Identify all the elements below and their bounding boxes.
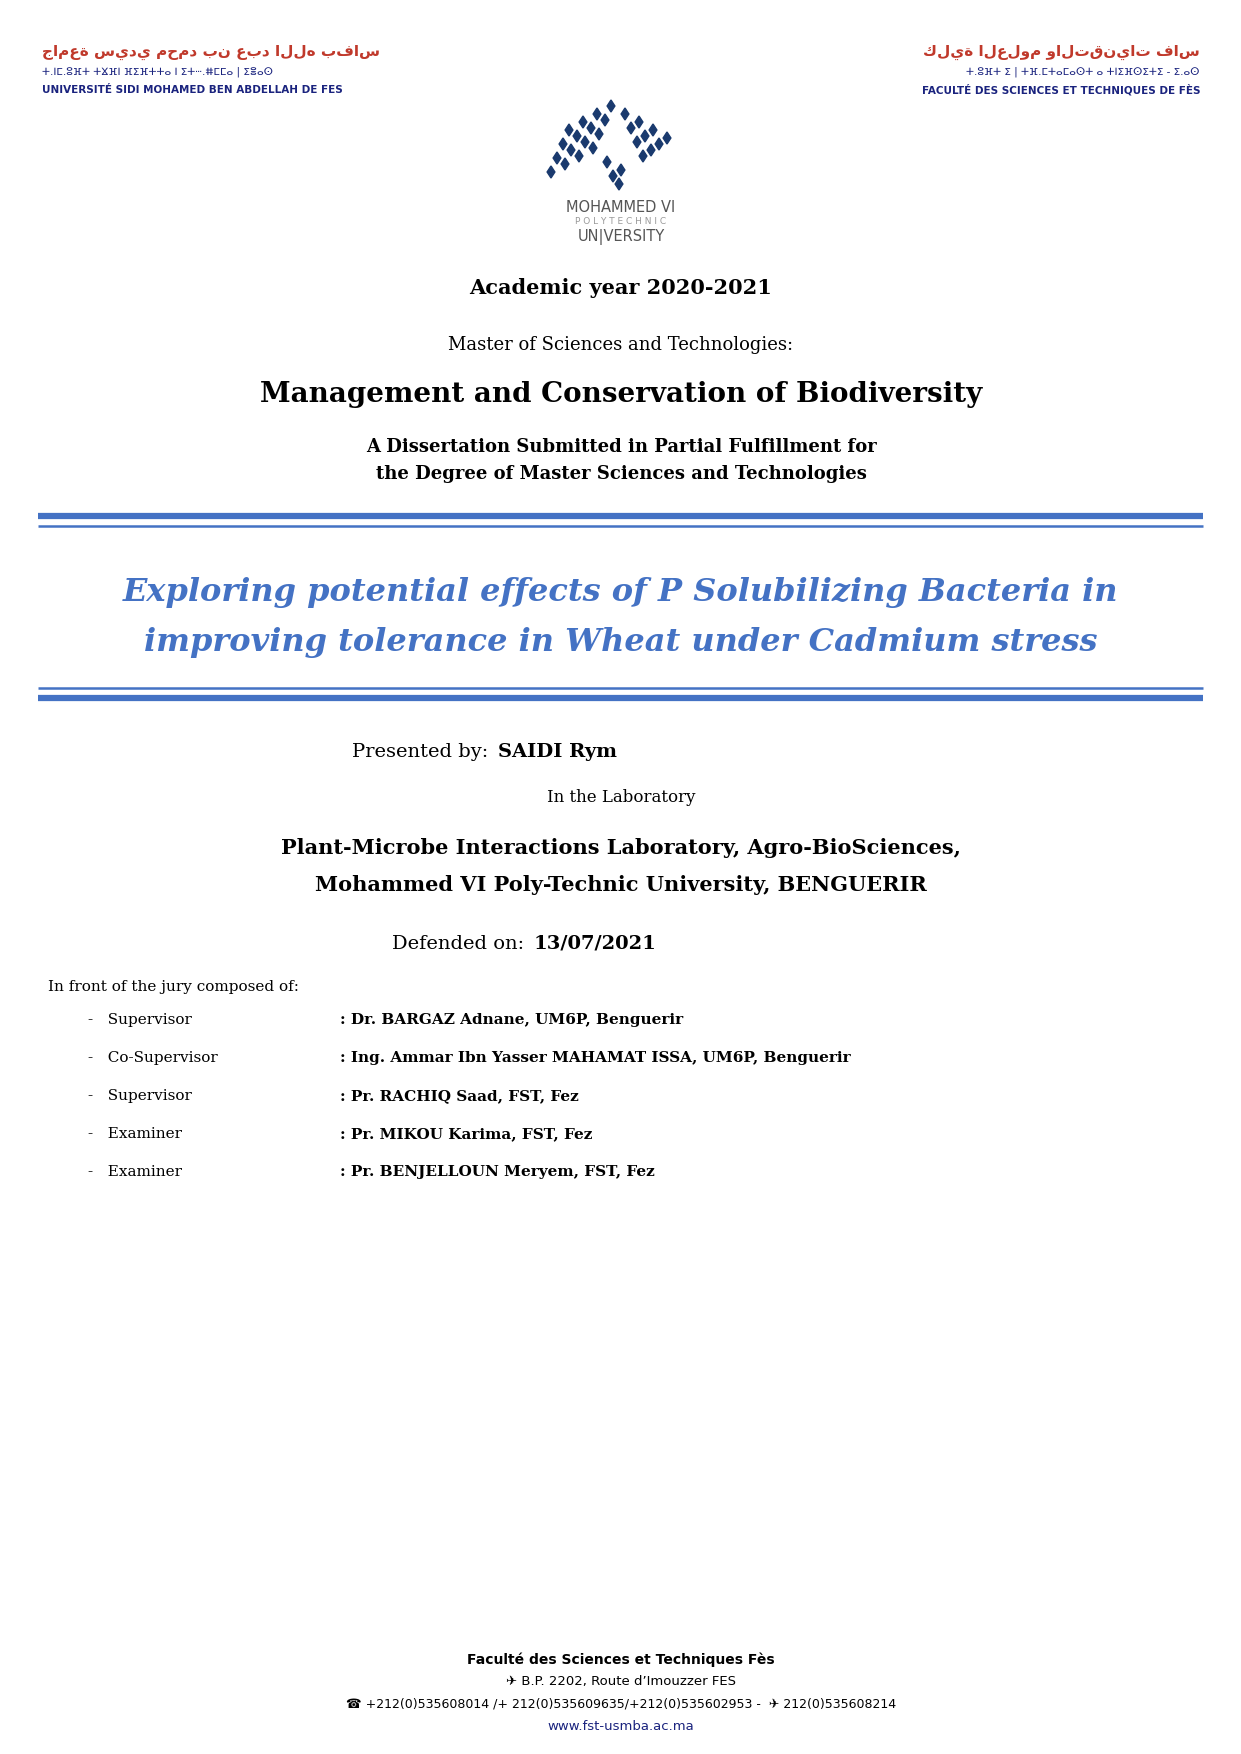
Text: Management and Conservation of Biodiversity: Management and Conservation of Biodivers… bbox=[259, 382, 982, 409]
Text: Plant-Microbe Interactions Laboratory, Agro-BioSciences,: Plant-Microbe Interactions Laboratory, A… bbox=[280, 838, 961, 858]
Polygon shape bbox=[627, 123, 635, 133]
Text: : Pr. MIKOU Karima, FST, Fez: : Pr. MIKOU Karima, FST, Fez bbox=[340, 1128, 592, 1142]
Text: Presented by:: Presented by: bbox=[352, 744, 495, 761]
Text: Mohammed VI Poly-Technic University, BENGUERIR: Mohammed VI Poly-Technic University, BEN… bbox=[315, 875, 927, 895]
Polygon shape bbox=[601, 114, 609, 126]
Text: MOHAMMED VI: MOHAMMED VI bbox=[566, 200, 675, 216]
Polygon shape bbox=[635, 116, 643, 128]
Text: P O L Y T E C H N I C: P O L Y T E C H N I C bbox=[576, 217, 666, 226]
Text: improving tolerance in Wheat under Cadmium stress: improving tolerance in Wheat under Cadmi… bbox=[144, 628, 1098, 658]
Text: : Pr. RACHIQ Saad, FST, Fez: : Pr. RACHIQ Saad, FST, Fez bbox=[340, 1089, 578, 1103]
Polygon shape bbox=[567, 144, 575, 156]
Text: جامعة سيدي محمد بن عبد الله بفاس: جامعة سيدي محمد بن عبد الله بفاس bbox=[42, 44, 380, 60]
Polygon shape bbox=[596, 128, 603, 140]
Polygon shape bbox=[547, 167, 555, 177]
Text: Exploring potential effects of P Solubilizing Bacteria in: Exploring potential effects of P Solubil… bbox=[123, 577, 1118, 609]
Polygon shape bbox=[573, 130, 581, 142]
Text: -   Supervisor: - Supervisor bbox=[88, 1089, 192, 1103]
Text: 13/07/2021: 13/07/2021 bbox=[534, 935, 656, 952]
Text: UN|VERSITY: UN|VERSITY bbox=[577, 230, 665, 246]
Polygon shape bbox=[560, 139, 567, 151]
Text: : Dr. BARGAZ Adnane, UM6P, Benguerir: : Dr. BARGAZ Adnane, UM6P, Benguerir bbox=[340, 1014, 683, 1028]
Polygon shape bbox=[642, 130, 649, 142]
Polygon shape bbox=[575, 151, 583, 161]
Polygon shape bbox=[603, 156, 611, 168]
Text: A Dissertation Submitted in Partial Fulfillment for: A Dissertation Submitted in Partial Fulf… bbox=[366, 438, 876, 456]
Text: ☎ +212(0)535608014 /+ 212(0)535609635/+212(0)535602953 -  ✈ 212(0)535608214: ☎ +212(0)535608014 /+ 212(0)535609635/+2… bbox=[346, 1698, 896, 1710]
Text: Academic year 2020-2021: Academic year 2020-2021 bbox=[469, 277, 772, 298]
Polygon shape bbox=[663, 132, 671, 144]
Text: In front of the jury composed of:: In front of the jury composed of: bbox=[48, 980, 299, 995]
Text: ✈ B.P. 2202, Route d’Imouzzer FES: ✈ B.P. 2202, Route d’Imouzzer FES bbox=[506, 1675, 736, 1689]
Text: Defended on:: Defended on: bbox=[392, 935, 530, 952]
Polygon shape bbox=[609, 170, 617, 182]
Text: : Pr. BENJELLOUN Meryem, FST, Fez: : Pr. BENJELLOUN Meryem, FST, Fez bbox=[340, 1165, 655, 1179]
Text: ⵜ.ⵏⵎ.ⵓⴼⵜ ⵜⴴⴼⵏ ⴼⵉⴼⵜⵜⴰ ⵏ ⵉⵜⵈ.ⵌⵎⵎⴰ | ⵉⴻⴰⵙ: ⵜ.ⵏⵎ.ⵓⴼⵜ ⵜⴴⴼⵏ ⴼⵉⴼⵜⵜⴰ ⵏ ⵉⵜⵈ.ⵌⵎⵎⴰ | ⵉⴻⴰⵙ bbox=[42, 67, 273, 77]
Polygon shape bbox=[655, 139, 663, 151]
Polygon shape bbox=[589, 142, 597, 154]
Polygon shape bbox=[580, 116, 587, 128]
Text: Master of Sciences and Technologies:: Master of Sciences and Technologies: bbox=[448, 337, 793, 354]
Text: -   Examiner: - Examiner bbox=[88, 1128, 182, 1142]
Polygon shape bbox=[633, 137, 640, 147]
Text: the Degree of Master Sciences and Technologies: the Degree of Master Sciences and Techno… bbox=[376, 465, 866, 482]
Text: FACULTÉ DES SCIENCES ET TECHNIQUES DE FÈS: FACULTÉ DES SCIENCES ET TECHNIQUES DE FÈ… bbox=[922, 84, 1200, 96]
Text: كلية العلوم والتقنيات فاس: كلية العلوم والتقنيات فاس bbox=[923, 44, 1200, 60]
Text: UNIVERSITÉ SIDI MOHAMED BEN ABDELLAH DE FES: UNIVERSITÉ SIDI MOHAMED BEN ABDELLAH DE … bbox=[42, 84, 343, 95]
Text: www.fst-usmba.ac.ma: www.fst-usmba.ac.ma bbox=[547, 1719, 695, 1733]
Polygon shape bbox=[593, 109, 601, 119]
Text: SAIDI Rym: SAIDI Rym bbox=[498, 744, 617, 761]
Text: Faculté des Sciences et Techniques Fès: Faculté des Sciences et Techniques Fès bbox=[467, 1652, 774, 1668]
Text: -   Co-Supervisor: - Co-Supervisor bbox=[88, 1051, 217, 1065]
Text: -   Supervisor: - Supervisor bbox=[88, 1014, 192, 1028]
Polygon shape bbox=[553, 153, 561, 165]
Polygon shape bbox=[639, 151, 647, 161]
Polygon shape bbox=[587, 123, 594, 133]
Polygon shape bbox=[607, 100, 614, 112]
Text: : Ing. Ammar Ibn Yasser MAHAMAT ISSA, UM6P, Benguerir: : Ing. Ammar Ibn Yasser MAHAMAT ISSA, UM… bbox=[340, 1051, 850, 1065]
Text: ⵜ.ⵓⴼⵜ ⵉ | ⵜⴼ.ⵎⵜⴰⵎⴰⵙⵜ ⴰ ⵜⵏⵉⴼⵙⵉⵜⵉ - ⵉ.ⴰⵙ: ⵜ.ⵓⴼⵜ ⵉ | ⵜⴼ.ⵎⵜⴰⵎⴰⵙⵜ ⴰ ⵜⵏⵉⴼⵙⵉⵜⵉ - ⵉ.ⴰⵙ bbox=[967, 67, 1200, 77]
Polygon shape bbox=[581, 137, 589, 147]
Polygon shape bbox=[647, 144, 655, 156]
Polygon shape bbox=[620, 109, 629, 119]
Text: In the Laboratory: In the Laboratory bbox=[547, 789, 695, 807]
Text: -   Examiner: - Examiner bbox=[88, 1165, 182, 1179]
Polygon shape bbox=[616, 177, 623, 189]
Polygon shape bbox=[561, 158, 568, 170]
Polygon shape bbox=[565, 125, 573, 137]
Polygon shape bbox=[649, 125, 656, 137]
Polygon shape bbox=[617, 165, 625, 175]
